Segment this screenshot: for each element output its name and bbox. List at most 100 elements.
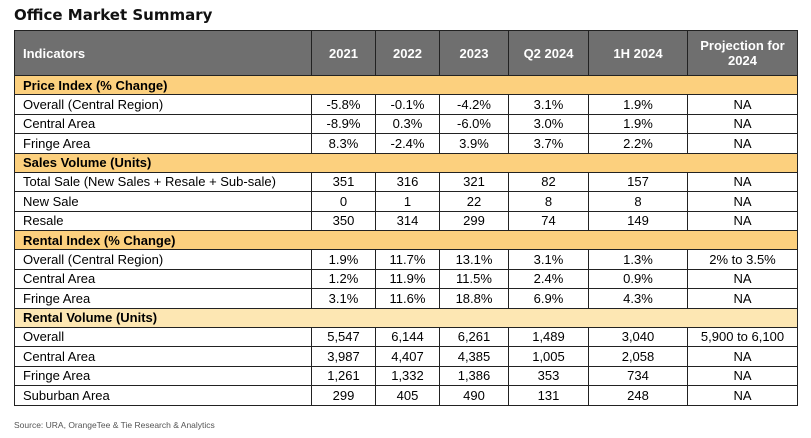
table-cell: 1,005 (508, 346, 589, 367)
table-cell: 2% to 3.5% (687, 249, 798, 270)
table-cell: 157 (588, 171, 688, 192)
office-market-table: Indicators 2021 2022 2023 Q2 2024 1H 202… (14, 30, 798, 406)
table-cell: 6.9% (508, 288, 589, 309)
table-cell: 1,489 (508, 326, 589, 347)
header-2021: 2021 (311, 30, 376, 76)
table-cell: 11.6% (375, 288, 440, 309)
table-row: Overall (Central Region) 1.9% 11.7% 13.1% 3.… (14, 249, 798, 270)
table-cell: NA (687, 288, 798, 309)
table-cell: 0.9% (588, 268, 688, 289)
table-cell: 1.9% (588, 94, 688, 115)
table-cell: 1.2% (311, 268, 376, 289)
row-label: Fringe Area (14, 133, 312, 154)
table-cell: 0 (311, 191, 376, 212)
section-title: Sales Volume (Units) (14, 152, 798, 173)
section-row: Price Index (% Change) (14, 75, 798, 95)
row-label: Resale (14, 210, 312, 231)
page-title: Office Market Summary (14, 6, 213, 24)
table-cell: -4.2% (439, 94, 509, 115)
table-cell: 1,261 (311, 365, 376, 386)
table-cell: NA (687, 94, 798, 115)
table-row: Central Area 1.2% 11.9% 11.5% 2.4% 0.9% NA (14, 268, 798, 289)
section-row: Rental Volume (Units) (14, 307, 798, 328)
table-cell: 82 (508, 171, 589, 192)
table-cell: 8 (508, 191, 589, 212)
row-label: Overall (14, 326, 312, 347)
table-cell: 1.3% (588, 249, 688, 270)
table-cell: 5,547 (311, 326, 376, 347)
table-cell: 149 (588, 210, 688, 231)
table-cell: 13.1% (439, 249, 509, 270)
table-cell: -6.0% (439, 113, 509, 134)
table-cell: 299 (311, 385, 376, 406)
table-cell: 11.9% (375, 268, 440, 289)
table-row: Total Sale (New Sales + Resale + Sub-sal… (14, 171, 798, 192)
table-cell: 3,040 (588, 326, 688, 347)
header-indicators: Indicators (14, 30, 312, 76)
table-header-row: Indicators 2021 2022 2023 Q2 2024 1H 202… (14, 30, 798, 76)
table-cell: 6,144 (375, 326, 440, 347)
table-cell: 351 (311, 171, 376, 192)
table-cell: 6,261 (439, 326, 509, 347)
table-row: Fringe Area 8.3% -2.4% 3.9% 3.7% 2.2% NA (14, 133, 798, 154)
table-cell: 350 (311, 210, 376, 231)
row-label: Central Area (14, 346, 312, 367)
table-cell: 734 (588, 365, 688, 386)
table-cell: 1,332 (375, 365, 440, 386)
table-row: Overall 5,547 6,144 6,261 1,489 3,040 5,900 to… (14, 326, 798, 347)
table-cell: 4.3% (588, 288, 688, 309)
table-cell: NA (687, 113, 798, 134)
table-cell: 3.9% (439, 133, 509, 154)
table-cell: 490 (439, 385, 509, 406)
table-cell: 1 (375, 191, 440, 212)
row-label: Central Area (14, 113, 312, 134)
table-cell: 3,987 (311, 346, 376, 367)
table-cell: 5,900 to 6,100 (687, 326, 798, 347)
table-row: Central Area 3,987 4,407 4,385 1,005 2,058 NA (14, 346, 798, 367)
header-projection-2024: Projection for 2024 (687, 30, 798, 76)
header-q2-2024: Q2 2024 (508, 30, 589, 76)
table-body: Price Index (% Change) Overall (Central R… (14, 75, 798, 406)
table-cell: NA (687, 133, 798, 154)
table-row: Resale 350 314 299 74 149 NA (14, 210, 798, 231)
table-cell: 353 (508, 365, 589, 386)
row-label: Overall (Central Region) (14, 249, 312, 270)
row-label: Total Sale (New Sales + Resale + Sub-sal… (14, 171, 312, 192)
table-row: Fringe Area 3.1% 11.6% 18.8% 6.9% 4.3% NA (14, 288, 798, 309)
header-2022: 2022 (375, 30, 440, 76)
table-row: Central Area -8.9% 0.3% -6.0% 3.0% 1.9% NA (14, 113, 798, 134)
table-cell: 11.5% (439, 268, 509, 289)
table-cell: 8 (588, 191, 688, 212)
table-cell: NA (687, 365, 798, 386)
table-cell: -2.4% (375, 133, 440, 154)
table-row: New Sale 0 1 22 8 8 NA (14, 191, 798, 212)
table-cell: 22 (439, 191, 509, 212)
table-cell: 2.4% (508, 268, 589, 289)
table-cell: 2.2% (588, 133, 688, 154)
table-row: Overall (Central Region) -5.8% -0.1% -4.2% 3… (14, 94, 798, 115)
table-cell: NA (687, 210, 798, 231)
table-cell: 405 (375, 385, 440, 406)
row-label: Fringe Area (14, 288, 312, 309)
source-note: Source: URA, OrangeTee & Tie Research & … (14, 420, 215, 430)
table-cell: 248 (588, 385, 688, 406)
row-label: Overall (Central Region) (14, 94, 312, 115)
table-cell: 1.9% (311, 249, 376, 270)
table-cell: 3.1% (508, 249, 589, 270)
table-cell: 316 (375, 171, 440, 192)
table-cell: 2,058 (588, 346, 688, 367)
section-row: Sales Volume (Units) (14, 152, 798, 173)
table-cell: NA (687, 268, 798, 289)
row-label: Suburban Area (14, 385, 312, 406)
table-cell: NA (687, 346, 798, 367)
table-row: Fringe Area 1,261 1,332 1,386 353 734 NA (14, 365, 798, 386)
table-cell: 314 (375, 210, 440, 231)
table-cell: -5.8% (311, 94, 376, 115)
section-row: Rental Index (% Change) (14, 230, 798, 250)
section-title: Price Index (% Change) (14, 75, 798, 95)
table-cell: 4,407 (375, 346, 440, 367)
table-cell: 3.0% (508, 113, 589, 134)
table-cell: 18.8% (439, 288, 509, 309)
section-title: Rental Index (% Change) (14, 230, 798, 250)
table-cell: NA (687, 191, 798, 212)
